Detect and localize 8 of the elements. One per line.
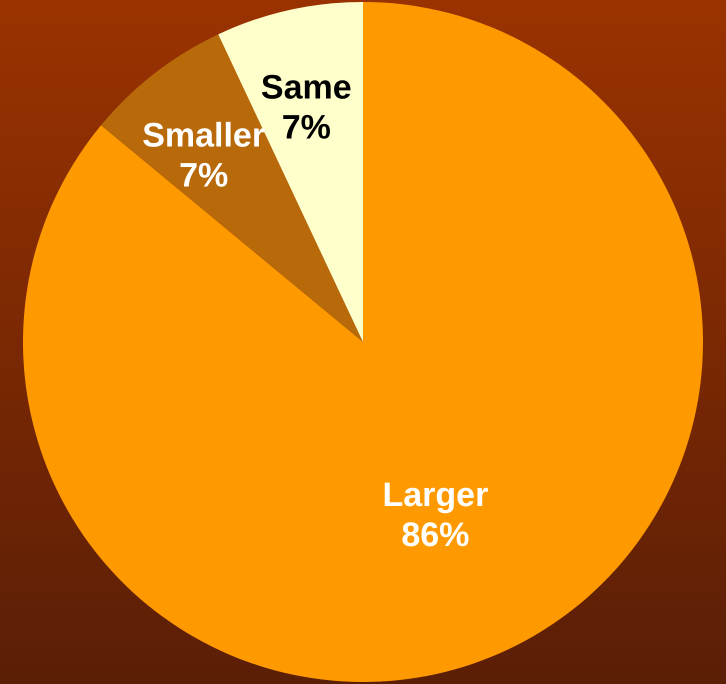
data-label: 86%: [401, 516, 470, 554]
slice-label: Same: [260, 68, 352, 106]
slice-label: Larger: [382, 476, 488, 514]
pie-slice: [23, 2, 703, 682]
slice-label: Smaller: [142, 116, 266, 155]
data-label: 7%: [282, 108, 331, 146]
data-label: 7%: [179, 156, 228, 195]
pie-slice: [101, 34, 363, 342]
